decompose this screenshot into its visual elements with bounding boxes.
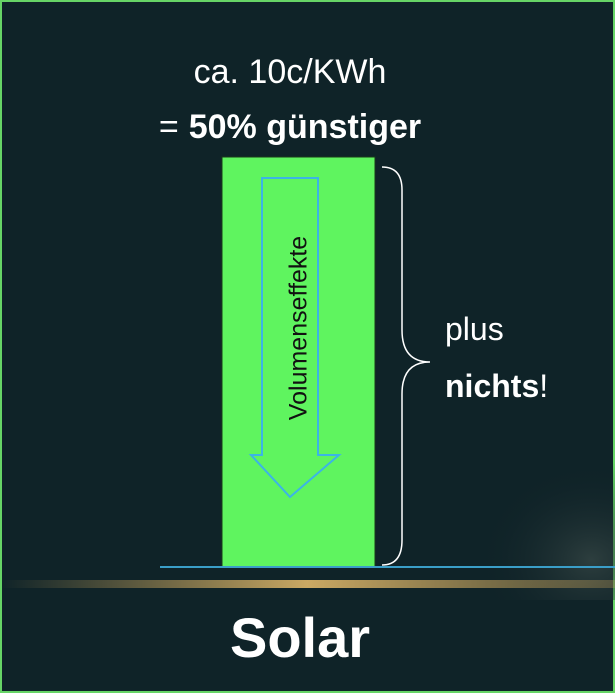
- saving-line: = 50% günstiger: [159, 108, 421, 146]
- brace-emphasis: nichts: [445, 368, 539, 404]
- brace-line: nichts!: [445, 368, 548, 404]
- saving-text: 50% günstiger: [189, 108, 421, 146]
- down-arrow: [248, 177, 342, 499]
- footer-label: Solar: [230, 606, 370, 669]
- haze: [380, 400, 615, 600]
- brace: [381, 166, 431, 566]
- solar-bar: [221, 156, 376, 568]
- brace-prefix: plus: [445, 311, 504, 347]
- price-text: ca. 10c/KWh: [194, 53, 387, 91]
- glow-line: [0, 580, 615, 588]
- equals-text: =: [159, 108, 179, 146]
- arrow-label: Volumenseffekte: [285, 236, 313, 420]
- brace-suffix: !: [539, 368, 548, 404]
